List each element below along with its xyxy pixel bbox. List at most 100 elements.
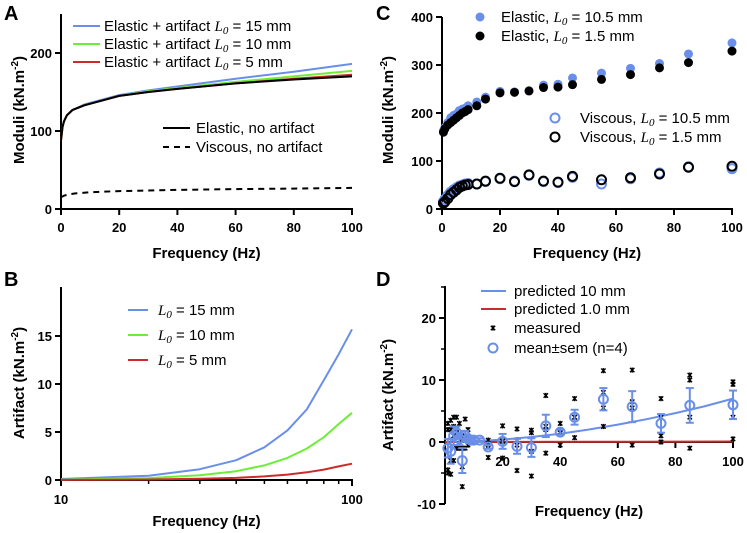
x-tick-label: 80 — [287, 220, 301, 235]
data-point — [514, 426, 520, 432]
y-tick-label: 100 — [30, 124, 52, 139]
data-point — [629, 442, 635, 448]
legend-label-symbol: L — [553, 29, 562, 45]
data-point — [553, 82, 563, 92]
y-axis-label: Artifact (kN.m-2) — [10, 327, 28, 439]
y-axis-label-text: Moduli (kN.m — [380, 70, 397, 164]
legend-item: Viscous, L0 = 10.5 mm — [549, 110, 730, 129]
x-tick-label: 100 — [341, 220, 363, 235]
data-point — [626, 70, 635, 80]
legend-label-suffix: = 10.5 mm — [567, 9, 642, 26]
legend-label-prefix: Viscous, — [580, 110, 641, 127]
x-tick-label: 40 — [170, 220, 184, 235]
data-point — [557, 420, 563, 427]
data-point — [567, 170, 578, 182]
data-point — [600, 423, 607, 430]
y-tick-label: 0 — [429, 435, 436, 450]
mean-point — [554, 426, 566, 438]
legend-label: Elastic, L0 = 1.5 mm — [501, 28, 634, 47]
legend-label-subscript: 0 — [562, 35, 568, 47]
series-3 — [437, 160, 738, 209]
data-point — [481, 94, 490, 104]
legend-label-prefix: Elastic + artifact — [104, 18, 214, 35]
y-axis-label-text: Artifact (kN.m — [380, 353, 397, 451]
y-axis-label: Moduli (kN.m-2) — [10, 56, 28, 164]
y-axis-label-close: ) — [380, 339, 397, 344]
panel-B: B 10 100 0 5 10 15 Frequency (Hz) Artifact (kN.m… — [4, 269, 363, 530]
panel-letter: C — [376, 3, 390, 25]
legend-label-suffix: = 5 mm — [172, 352, 227, 369]
data-point — [557, 442, 563, 448]
mean-point — [448, 430, 460, 442]
y-axis-label-superscript: -2 — [379, 343, 390, 352]
series-line — [60, 412, 353, 481]
legend-label-prefix: Elastic, — [501, 28, 554, 45]
series-line — [444, 440, 734, 443]
mean-point — [569, 411, 581, 423]
legend-item: measured — [490, 320, 581, 337]
x-tick-label: 60 — [611, 454, 625, 469]
data-point — [683, 161, 694, 173]
legend-label: Elastic + artifact L0 = 15 mm — [104, 18, 291, 37]
legend-label-prefix: measured — [514, 320, 581, 337]
series-1 — [60, 412, 353, 481]
legend-label-suffix: = 15 mm — [228, 18, 291, 35]
mean-point — [474, 434, 486, 446]
legend-swatch — [549, 112, 561, 124]
data-point — [499, 455, 506, 461]
mean-point — [684, 399, 696, 411]
y-axis-label-close: ) — [380, 56, 397, 61]
data-point — [687, 377, 693, 383]
series-0 — [444, 397, 734, 443]
x-tick-label: 0 — [57, 220, 64, 235]
data-point — [730, 381, 736, 388]
panel-C: C 0 20 40 60 80 100 0 100 200 300 400 Frequency (Hz)… — [376, 3, 743, 262]
legend-item: Elastic + artifact L0 = 10 mm — [73, 36, 291, 55]
data-point — [494, 172, 506, 184]
series-1 — [444, 440, 734, 443]
x-axis-label: Frequency (Hz) — [533, 245, 641, 262]
x-axis-label: Frequency (Hz) — [535, 503, 643, 520]
legend-label-prefix: Elastic, no artifact — [196, 120, 315, 137]
legend-label-symbol: L — [157, 353, 166, 369]
legend-label-suffix: = 1.5 mm — [654, 129, 721, 146]
legend-item: Elastic + artifact L0 = 5 mm — [73, 54, 283, 73]
y-axis-label-superscript: -2 — [10, 61, 21, 70]
series-line — [60, 186, 353, 199]
data-point — [596, 174, 607, 186]
mean-point — [525, 442, 537, 454]
legend-label: L0 = 10 mm — [157, 327, 235, 346]
data-point — [448, 471, 454, 477]
panel-letter: B — [4, 269, 18, 291]
data-point — [687, 445, 693, 451]
legend-swatch — [475, 31, 485, 41]
legend-label-symbol: L — [553, 10, 562, 26]
legend-label: L0 = 5 mm — [157, 352, 226, 371]
data-point — [462, 416, 468, 422]
y-tick-label: 5 — [45, 425, 52, 440]
x-tick-label: 60 — [228, 220, 242, 235]
data-point — [571, 434, 578, 441]
legend-label-symbol: L — [640, 130, 649, 146]
y-tick-label: 10 — [422, 373, 436, 388]
legend-label: Elastic + artifact L0 = 5 mm — [104, 54, 283, 73]
x-tick-label: 80 — [667, 220, 681, 235]
data-point — [445, 467, 451, 473]
legend-label-subscript: 0 — [166, 359, 172, 371]
data-point — [596, 178, 607, 190]
legend-label-subscript: 0 — [166, 309, 172, 321]
data-point — [523, 169, 535, 181]
legend-item: L0 = 10 mm — [128, 327, 235, 346]
legend-label: Elastic, no artifact — [196, 120, 315, 137]
legend-label-subscript: 0 — [649, 136, 655, 148]
legend-swatch — [487, 342, 499, 354]
panel-letter: D — [376, 269, 390, 291]
data-point — [571, 395, 578, 402]
data-point — [568, 73, 577, 83]
data-point — [684, 58, 693, 68]
legend-label: Viscous, L0 = 1.5 mm — [580, 129, 722, 148]
series-0 — [60, 328, 353, 480]
legend-label-suffix: = 5 mm — [228, 54, 283, 71]
legend-swatch — [549, 131, 561, 143]
